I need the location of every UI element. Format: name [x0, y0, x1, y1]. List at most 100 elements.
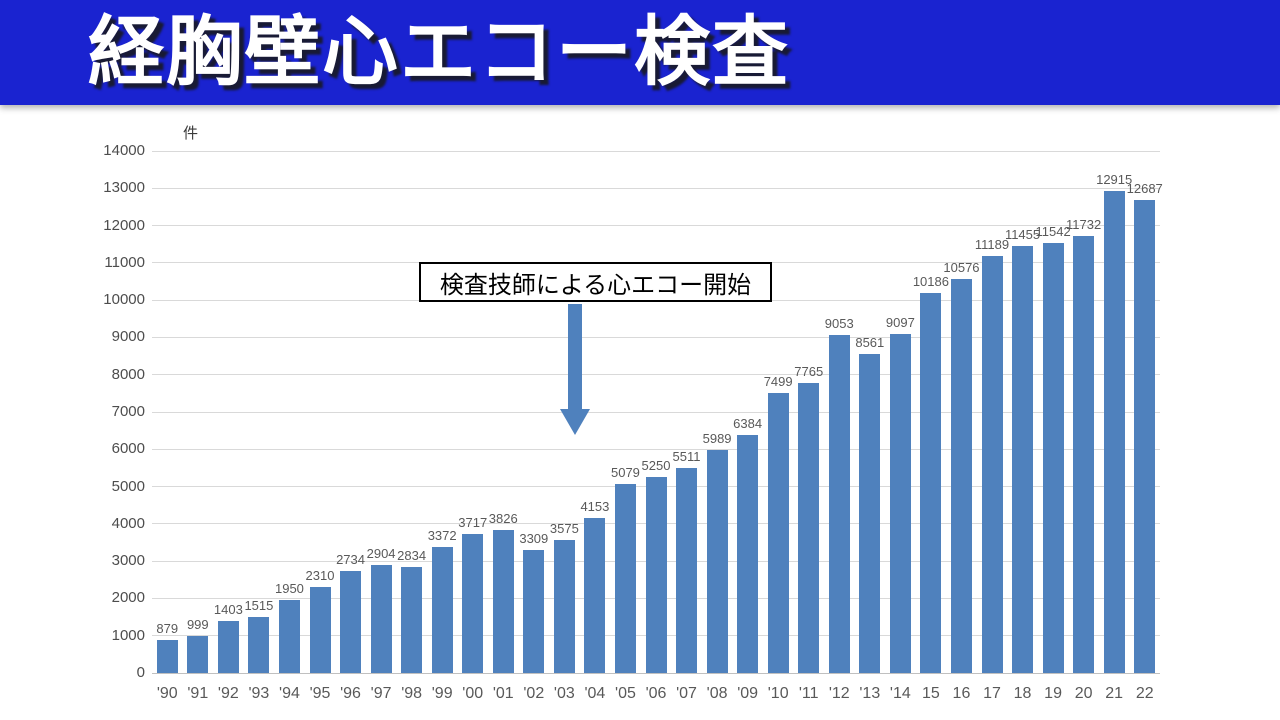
- bar-13: [859, 353, 881, 673]
- bar-00: [462, 534, 484, 673]
- bar-value-label: 12687: [1126, 180, 1163, 196]
- bar-value-label: 11455: [1004, 226, 1041, 242]
- annotation-text: 検査技師による心エコー開始: [439, 271, 752, 299]
- bar-value-label: 1950: [274, 581, 304, 597]
- gridline: [152, 672, 1160, 674]
- bar-value-label: 9053: [824, 316, 854, 332]
- y-axis-tick-label: 1000: [111, 626, 145, 644]
- x-axis-tick-label: '93: [248, 685, 270, 702]
- bar-value-label: 6384: [733, 415, 763, 431]
- x-axis-tick-label: '99: [431, 685, 453, 702]
- x-axis-tick-label: '07: [676, 685, 697, 702]
- bar-16: [950, 278, 972, 673]
- bar-value-label: 2904: [366, 545, 396, 561]
- x-axis-tick-label: '06: [645, 685, 667, 702]
- gridline: [152, 374, 1160, 376]
- bar-14: [889, 333, 911, 673]
- bar-12: [828, 335, 850, 673]
- x-axis-tick-label: '01: [492, 685, 514, 702]
- bar-value-label: 2310: [305, 567, 335, 583]
- bar-97: [370, 564, 392, 673]
- bar-95: [309, 586, 331, 673]
- bar-value-label: 7499: [763, 374, 793, 390]
- x-axis-tick-label: 16: [952, 685, 971, 702]
- gridline: [152, 187, 1160, 189]
- bar-98: [401, 567, 423, 673]
- bar-value-label: 1515: [244, 597, 274, 613]
- bar-94: [278, 600, 300, 673]
- x-axis-tick-label: '02: [523, 685, 545, 702]
- bar-value-label: 7765: [794, 364, 824, 380]
- bar-value-label: 3575: [549, 520, 579, 536]
- bar-value-label: 8561: [855, 334, 885, 350]
- bar-17: [981, 255, 1003, 673]
- bar-93: [248, 616, 270, 673]
- bar-value-label: 2734: [336, 552, 365, 568]
- y-axis-tick-label: 7000: [111, 403, 145, 420]
- bar-21: [1103, 191, 1125, 673]
- bar-03: [553, 539, 575, 673]
- y-axis-tick-label: 4000: [111, 514, 145, 532]
- bar-20: [1073, 235, 1095, 673]
- x-axis-tick-label: '10: [767, 685, 789, 702]
- bar-value-label: 10186: [912, 274, 949, 290]
- bar-value-label: 11189: [974, 236, 1010, 252]
- down-arrow-icon: [560, 304, 590, 435]
- y-axis-tick-label: 0: [136, 664, 145, 681]
- bar-value-label: 10576: [943, 259, 980, 275]
- x-axis-tick-label: '11: [798, 685, 819, 702]
- bar-07: [676, 467, 698, 673]
- y-axis-tick-label: 9000: [111, 328, 145, 346]
- bar-value-label: 1403: [213, 601, 243, 617]
- x-axis-tick-label: '00: [462, 685, 484, 702]
- bar-96: [340, 571, 362, 673]
- bar-value-label: 3372: [427, 528, 457, 544]
- x-axis-tick-label: '04: [584, 685, 606, 702]
- bar-value-label: 999: [186, 616, 209, 632]
- bar-value-label: 5079: [610, 464, 640, 480]
- bar-15: [920, 293, 942, 673]
- x-axis-tick-label: '92: [217, 685, 239, 702]
- y-axis-tick-label: 6000: [111, 440, 145, 458]
- x-axis-tick-label: '14: [889, 685, 911, 702]
- y-axis-tick-label: 14000: [103, 142, 145, 159]
- y-axis-tick-label: 3000: [111, 552, 145, 570]
- x-axis-tick-label: 21: [1105, 685, 1124, 702]
- x-axis-tick-label: '95: [309, 685, 331, 702]
- bar-value-label: 3309: [519, 530, 549, 546]
- gridline: [152, 448, 1160, 450]
- x-axis-tick-label: 17: [983, 685, 1001, 702]
- bar-04: [584, 518, 606, 673]
- annotation-callout: 検査技師による心エコー開始: [419, 262, 772, 302]
- x-axis-tick-label: '09: [737, 685, 759, 702]
- y-axis-tick-label: 13000: [103, 179, 145, 197]
- bar-92: [217, 620, 239, 673]
- bar-05: [614, 483, 636, 673]
- y-axis-unit-label: 件: [183, 125, 199, 142]
- x-axis-tick-label: 22: [1135, 685, 1154, 702]
- bar-value-label: 879: [156, 621, 179, 637]
- bar-08: [706, 449, 728, 673]
- x-axis-tick-label: '94: [279, 685, 300, 702]
- y-axis-tick-label: 5000: [111, 477, 145, 495]
- gridline: [152, 150, 1160, 152]
- bar-91: [187, 635, 209, 673]
- bar-99: [431, 547, 453, 673]
- bar-11: [798, 383, 820, 673]
- x-axis-tick-label: 20: [1074, 685, 1093, 702]
- page-title: 経胸壁心エコー検査: [88, 10, 790, 95]
- x-axis-tick-label: 19: [1044, 685, 1062, 702]
- gridline: [152, 336, 1160, 338]
- x-axis-tick-label: '97: [370, 685, 392, 702]
- x-axis-tick-label: '08: [706, 685, 728, 702]
- y-axis-tick-label: 12000: [103, 216, 145, 234]
- gridline: [152, 411, 1160, 413]
- x-axis-tick-label: '12: [828, 685, 850, 702]
- x-axis-tick-label: '98: [401, 685, 423, 702]
- bar-value-label: 5989: [702, 430, 732, 446]
- bar-10: [767, 393, 789, 673]
- bar-value-label: 5511: [672, 448, 701, 464]
- bar-01: [492, 530, 514, 673]
- bar-value-label: 5250: [641, 458, 671, 474]
